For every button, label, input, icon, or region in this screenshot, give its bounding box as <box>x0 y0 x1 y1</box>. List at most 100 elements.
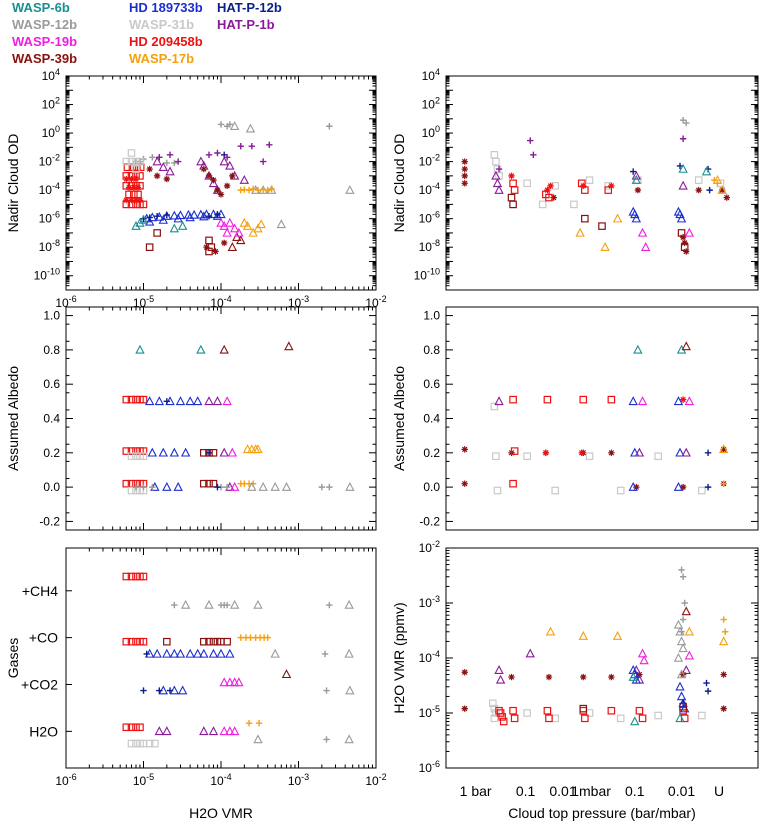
data-point <box>127 572 136 581</box>
data-point <box>222 396 232 406</box>
legend: WASP-6b HD 189733b HAT-P-12b WASP-12b WASP-3… <box>0 0 380 70</box>
plot-frame <box>445 306 759 531</box>
data-point <box>219 726 229 736</box>
data-point <box>153 212 161 220</box>
data-point <box>675 447 685 457</box>
data-point <box>631 213 642 223</box>
series-wasp-39b <box>146 165 236 255</box>
data-point <box>718 444 729 454</box>
data-point <box>158 447 168 457</box>
data-point <box>507 193 516 202</box>
data-point <box>684 626 695 636</box>
data-point <box>523 179 531 188</box>
data-point <box>633 344 643 354</box>
y-tick-label: 100 <box>42 124 60 140</box>
data-point <box>166 151 174 158</box>
data-point <box>227 447 238 457</box>
legend-entry: HAT-P-1b <box>217 17 275 32</box>
data-point <box>225 217 235 227</box>
series-wasp-31b <box>127 452 148 495</box>
y-tick-label: 100 <box>422 124 440 140</box>
data-point <box>722 628 729 635</box>
series-wasp-6b <box>633 344 687 354</box>
data-point <box>640 242 651 251</box>
data-point <box>630 447 640 457</box>
data-point <box>718 186 726 194</box>
data-point <box>234 677 244 687</box>
x-tick-label: U <box>714 783 724 799</box>
data-point <box>679 703 690 713</box>
legend-entry: WASP-12b <box>12 17 78 32</box>
data-point <box>136 157 144 166</box>
data-point <box>209 479 218 488</box>
data-point <box>608 182 615 190</box>
data-point <box>490 714 499 723</box>
data-point <box>219 156 229 166</box>
data-point <box>499 717 508 726</box>
data-point <box>236 235 246 245</box>
series-hat-p-12b <box>704 449 712 491</box>
data-point <box>146 165 153 173</box>
data-point <box>581 714 589 723</box>
plot-frame <box>65 75 377 291</box>
data-point <box>717 184 727 194</box>
data-point <box>545 714 553 723</box>
data-point <box>698 711 706 720</box>
data-point <box>600 242 610 251</box>
data-point <box>127 447 136 455</box>
x-axis-label: H2O VMR <box>189 805 253 821</box>
data-point <box>158 214 168 224</box>
data-point <box>523 709 531 717</box>
data-point <box>145 243 154 252</box>
data-point <box>675 681 685 691</box>
data-point <box>229 726 240 736</box>
data-point <box>679 396 687 403</box>
data-point <box>169 210 180 220</box>
data-point <box>180 599 191 609</box>
data-point <box>210 176 217 184</box>
data-point <box>239 217 250 227</box>
data-point <box>199 211 209 221</box>
data-point <box>694 176 703 184</box>
series-wasp-39b <box>507 193 689 252</box>
data-point <box>123 175 130 183</box>
data-point <box>203 244 210 251</box>
data-point <box>127 149 136 157</box>
data-point <box>684 650 695 660</box>
data-point <box>681 341 691 351</box>
data-point <box>134 190 142 199</box>
series-wasp-39b <box>145 229 216 256</box>
data-point <box>127 723 136 732</box>
series-hat-p-1b <box>154 726 219 736</box>
data-point <box>189 209 199 219</box>
x-tick-label: 0.1 <box>625 783 645 799</box>
data-point <box>174 158 182 165</box>
data-point <box>163 211 171 219</box>
legend-entry: WASP-31b <box>129 17 195 32</box>
data-point <box>200 479 208 488</box>
series-hat-p-12b <box>630 162 713 194</box>
series-wasp-39b <box>461 158 730 255</box>
data-point <box>538 200 547 209</box>
series-hat-p-1b <box>494 648 691 684</box>
data-point <box>223 637 231 646</box>
data-point <box>209 637 218 646</box>
data-point <box>673 481 684 491</box>
data-point <box>678 180 688 190</box>
data-point <box>122 637 131 646</box>
data-point <box>132 395 140 404</box>
data-point <box>509 479 517 488</box>
data-point <box>551 486 560 495</box>
data-point <box>631 174 642 184</box>
data-point <box>679 573 687 580</box>
x-tick-label: 0.1 <box>516 783 536 799</box>
data-point <box>225 648 235 658</box>
data-point <box>266 141 273 149</box>
data-point <box>598 222 606 230</box>
data-point <box>223 154 231 161</box>
data-point <box>585 452 594 461</box>
data-point <box>122 157 131 166</box>
data-point <box>631 674 642 684</box>
